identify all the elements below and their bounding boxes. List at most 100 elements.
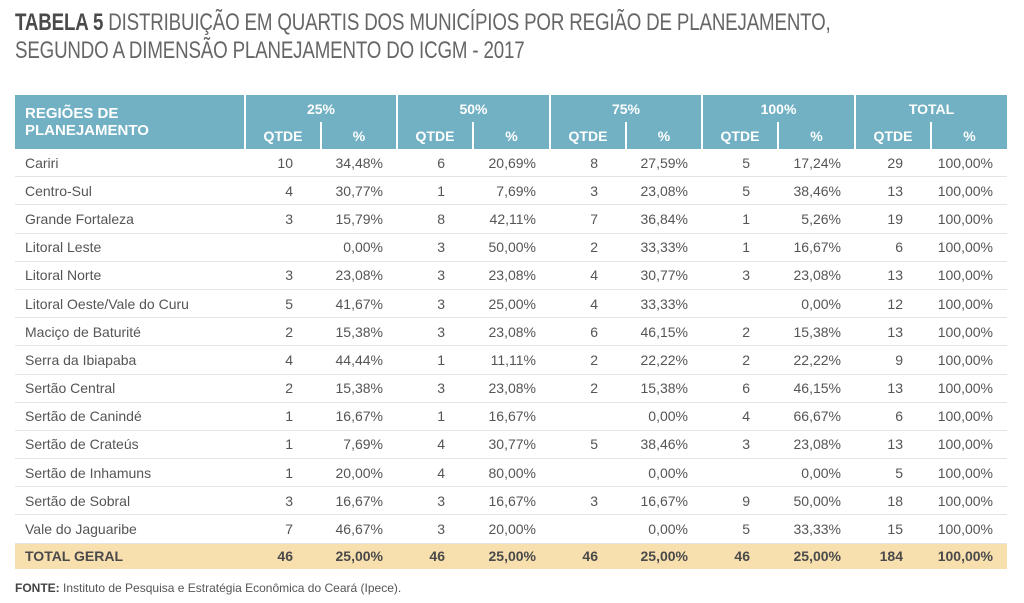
- table-row: Sertão Central 2 15,38% 3 23,08% 2 15,38% 6 46,1…: [15, 374, 1007, 403]
- qtde-cell: 2: [550, 345, 626, 375]
- pct-cell: 30,77%: [473, 430, 550, 460]
- table-row: Cariri 10 34,48% 6 20,69% 8 27,59% 5 17,24% 29 100…: [15, 149, 1007, 178]
- pct-cell: 25,00%: [473, 543, 550, 569]
- region-name: Sertão Central: [15, 374, 245, 403]
- pct-cell: 23,08%: [626, 176, 702, 206]
- qtde-cell: 1: [397, 402, 473, 431]
- qtde-cell: 8: [397, 204, 473, 234]
- pct-cell: 100,00%: [931, 289, 1007, 319]
- region-name: Sertão de Inhamuns: [15, 458, 245, 488]
- pct-cell: 46,15%: [778, 374, 855, 403]
- qtde-cell: 6: [855, 233, 931, 262]
- qtde-cell: 5: [702, 176, 778, 206]
- pct-cell: 34,48%: [321, 149, 397, 178]
- subheader-pct: %: [931, 122, 1007, 149]
- pct-cell: 15,38%: [778, 317, 855, 347]
- pct-cell: 20,69%: [473, 149, 550, 178]
- source-text: Instituto de Pesquisa e Estratégia Econô…: [59, 581, 402, 595]
- pct-cell: 0,00%: [778, 289, 855, 319]
- pct-cell: 7,69%: [321, 430, 397, 460]
- table-row: Litoral Norte 3 23,08% 3 23,08% 4 30,77% 3 23,08…: [15, 261, 1007, 290]
- qtde-cell: 2: [702, 345, 778, 375]
- qtde-cell: [702, 289, 778, 319]
- qtde-cell: 3: [702, 261, 778, 290]
- qtde-cell: 3: [397, 233, 473, 262]
- qtde-cell: 1: [397, 176, 473, 206]
- header-region: REGIÕES DE PLANEJAMENTO: [15, 95, 246, 149]
- header-group-total: TOTAL: [855, 95, 1007, 122]
- qtde-cell: 46: [550, 543, 626, 569]
- region-name: Vale do Jaguaribe: [15, 514, 245, 544]
- qtde-cell: 46: [245, 543, 321, 569]
- pct-cell: 20,00%: [473, 514, 550, 544]
- pct-cell: 38,46%: [626, 430, 702, 460]
- table-row: Maciço de Baturité 2 15,38% 3 23,08% 6 46,15% 2…: [15, 317, 1007, 347]
- subheader-qtde: QTDE: [245, 122, 322, 149]
- pct-cell: 0,00%: [626, 402, 702, 431]
- qtde-cell: 5: [855, 458, 931, 488]
- qtde-cell: [550, 514, 626, 544]
- region-name: Litoral Oeste/Vale do Curu: [15, 289, 245, 319]
- qtde-cell: 3: [550, 486, 626, 516]
- pct-cell: 15,79%: [321, 204, 397, 234]
- qtde-cell: 3: [702, 430, 778, 460]
- qtde-cell: 4: [550, 261, 626, 290]
- pct-cell: 22,22%: [778, 345, 855, 375]
- qtde-cell: 10: [245, 149, 321, 178]
- table-number: TABELA 5: [15, 9, 104, 36]
- pct-cell: 42,11%: [473, 204, 550, 234]
- pct-cell: 33,33%: [626, 233, 702, 262]
- pct-cell: 100,00%: [931, 374, 1007, 403]
- qtde-cell: 4: [397, 458, 473, 488]
- qtde-cell: 5: [702, 514, 778, 544]
- qtde-cell: 2: [550, 233, 626, 262]
- total-row: TOTAL GERAL 46 25,00% 46 25,00% 46 25,00% 46 25,…: [15, 543, 1007, 569]
- pct-cell: 0,00%: [778, 458, 855, 488]
- qtde-cell: 3: [397, 514, 473, 544]
- pct-cell: 100,00%: [931, 543, 1007, 569]
- qtde-cell: 18: [855, 486, 931, 516]
- pct-cell: 44,44%: [321, 345, 397, 375]
- pct-cell: 0,00%: [626, 458, 702, 488]
- qtde-cell: 4: [245, 345, 321, 375]
- qtde-cell: 5: [702, 149, 778, 178]
- pct-cell: 50,00%: [473, 233, 550, 262]
- qtde-cell: 3: [397, 486, 473, 516]
- subheader-qtde: QTDE: [550, 122, 627, 149]
- pct-cell: 0,00%: [321, 233, 397, 262]
- qtde-cell: 6: [855, 402, 931, 431]
- pct-cell: 22,22%: [626, 345, 702, 375]
- qtde-cell: 3: [397, 317, 473, 347]
- pct-cell: 100,00%: [931, 204, 1007, 234]
- qtde-cell: 3: [397, 289, 473, 319]
- pct-cell: 16,67%: [473, 486, 550, 516]
- header-group-50: 50%: [397, 95, 551, 122]
- qtde-cell: 13: [855, 430, 931, 460]
- qtde-cell: 6: [550, 317, 626, 347]
- qtde-cell: 1: [245, 402, 321, 431]
- table-row: Sertão de Crateús 1 7,69% 4 30,77% 5 38,46% 3 23…: [15, 430, 1007, 460]
- qtde-cell: 46: [397, 543, 473, 569]
- qtde-cell: 2: [550, 374, 626, 403]
- qtde-cell: [245, 233, 321, 262]
- qtde-cell: 1: [702, 204, 778, 234]
- pct-cell: 100,00%: [931, 317, 1007, 347]
- qtde-cell: 8: [550, 149, 626, 178]
- qtde-cell: 3: [397, 261, 473, 290]
- pct-cell: 100,00%: [931, 233, 1007, 262]
- qtde-cell: 7: [550, 204, 626, 234]
- qtde-cell: 1: [397, 345, 473, 375]
- table-row: Serra da Ibiapaba 4 44,44% 1 11,11% 2 22,22% 2 2…: [15, 345, 1007, 375]
- qtde-cell: 13: [855, 176, 931, 206]
- pct-cell: 100,00%: [931, 458, 1007, 488]
- pct-cell: 17,24%: [778, 149, 855, 178]
- pct-cell: 100,00%: [931, 345, 1007, 375]
- qtde-cell: 6: [702, 374, 778, 403]
- header-group-75: 75%: [550, 95, 703, 122]
- pct-cell: 25,00%: [473, 289, 550, 319]
- qtde-cell: 184: [855, 543, 931, 569]
- region-name: Sertão de Canindé: [15, 402, 245, 431]
- region-name: TOTAL GERAL: [15, 543, 245, 569]
- pct-cell: 25,00%: [626, 543, 702, 569]
- qtde-cell: 1: [245, 430, 321, 460]
